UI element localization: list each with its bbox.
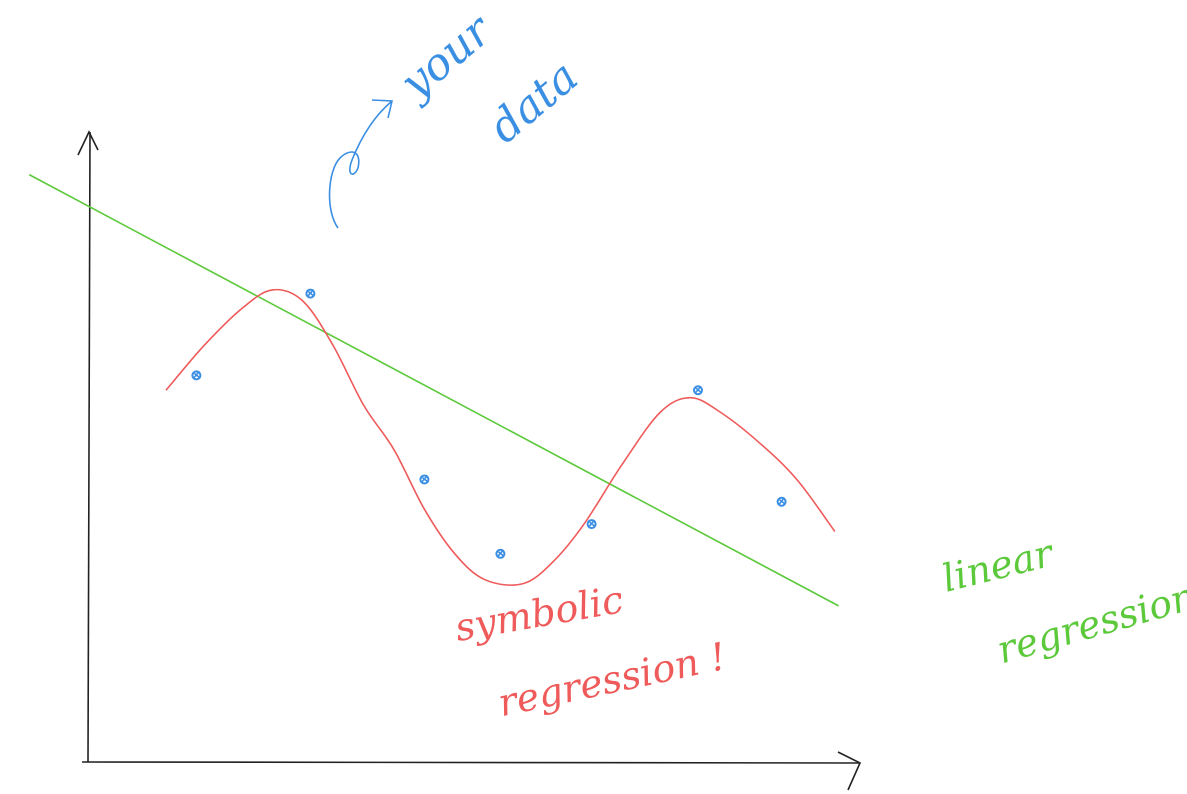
- data-points: [191, 288, 787, 559]
- linear-regression-label-line2: regression: [992, 574, 1187, 673]
- x-axis-arrow-icon: [837, 751, 862, 791]
- symbolic-regression-curve: [165, 288, 836, 586]
- linear-regression-label-line1: linear: [938, 530, 1060, 600]
- your-data-label-line1: your: [389, 3, 503, 110]
- x-axis: [81, 761, 861, 764]
- data-point: [305, 288, 316, 299]
- data-point: [419, 474, 430, 485]
- y-axis: [87, 131, 91, 763]
- data-point: [495, 548, 506, 559]
- y-axis-arrow-icon: [77, 130, 99, 156]
- data-point: [191, 370, 202, 381]
- symbolic-regression-label-line1: symbolic: [452, 577, 627, 650]
- your-data-arrow-icon: [328, 100, 393, 229]
- data-point: [693, 385, 703, 396]
- linear-regression-line: [28, 173, 839, 607]
- symbolic-regression-label-line2: regression !: [494, 634, 730, 725]
- your-data-arrowhead-icon: [371, 99, 393, 119]
- your-data-label-line2: data: [480, 51, 588, 153]
- data-point: [586, 519, 597, 530]
- axes: [77, 130, 862, 791]
- data-point: [776, 496, 787, 507]
